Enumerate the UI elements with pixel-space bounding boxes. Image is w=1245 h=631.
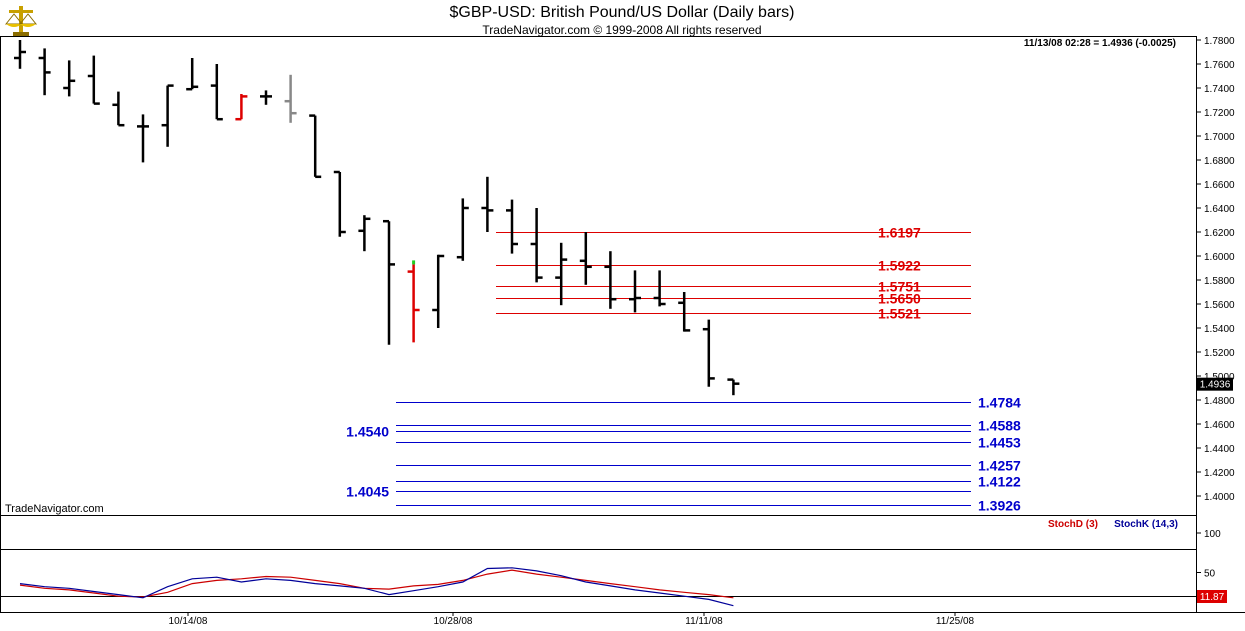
last-quote-info: 11/13/08 02:28 = 1.4936 (-0.0025) (1024, 38, 1176, 49)
ohlc-bar (579, 232, 592, 285)
level-label-1.5922: 1.5922 (878, 258, 921, 274)
chart-subtitle: TradeNavigator.com © 1999-2008 All right… (482, 23, 761, 37)
ohlc-bar (678, 292, 691, 332)
price-tick-label: 1.4600 (1204, 420, 1235, 431)
level-label-1.4784: 1.4784 (978, 395, 1021, 411)
price-tick-label: 1.6800 (1204, 156, 1235, 167)
level-label-1.6197: 1.6197 (878, 225, 921, 241)
ohlc-bar (112, 91, 125, 127)
level-label-1.4122: 1.4122 (978, 474, 1021, 490)
price-tick-label: 1.4200 (1204, 468, 1235, 479)
ohlc-bar (604, 251, 617, 309)
level-label-1.4540: 1.4540 (346, 424, 389, 440)
price-tick-label: 1.6400 (1204, 204, 1235, 215)
price-tick-label: 1.4400 (1204, 444, 1235, 455)
legend-stochk: StochK (14,3) (1114, 519, 1178, 530)
level-label-1.4453: 1.4453 (978, 435, 1021, 451)
stochastic-panel: 100 50 (0, 529, 1221, 607)
last-price-tag: 1.4936 (1197, 377, 1233, 391)
stoch-tick-label: 50 (1204, 569, 1216, 580)
level-label-1.4257: 1.4257 (978, 458, 1021, 474)
price-tick-label: 1.6000 (1204, 252, 1235, 263)
ohlc-bar (161, 84, 174, 147)
level-label-1.5751: 1.5751 (878, 279, 921, 295)
price-tick-label: 1.4000 (1204, 492, 1235, 503)
price-tick-label: 1.6600 (1204, 180, 1235, 191)
ohlc-bar (260, 90, 272, 105)
date-tick-label: 10/14/08 (169, 616, 208, 627)
date-tick-label: 10/28/08 (434, 616, 473, 627)
level-label-1.5521: 1.5521 (878, 306, 921, 322)
ohlc-bar (653, 270, 666, 307)
price-tick-label: 1.7800 (1204, 36, 1235, 47)
price-tick-label: 1.5000 (1204, 372, 1235, 383)
price-tick-label: 1.7000 (1204, 132, 1235, 143)
price-tick-label: 1.5200 (1204, 348, 1235, 359)
ohlc-bar (383, 219, 395, 345)
ohlc-bar (137, 114, 149, 163)
ohlc-bar (38, 48, 51, 96)
ohlc-bar (555, 242, 568, 306)
ohlc-bar (87, 55, 100, 105)
price-tick-label: 1.5800 (1204, 276, 1235, 287)
price-tick-label: 1.5600 (1204, 300, 1235, 311)
date-tick-label: 11/11/08 (685, 616, 723, 627)
watermark: TradeNavigator.com (5, 503, 104, 515)
bars-layer (14, 40, 740, 396)
ohlc-bar (235, 94, 248, 121)
price-tick-label: 1.5400 (1204, 324, 1235, 335)
scales-icon (4, 6, 38, 36)
level-label-1.4045: 1.4045 (346, 484, 389, 500)
ohlc-bar (14, 40, 26, 69)
ohlc-bar (481, 176, 494, 232)
ohlc-bar (284, 74, 297, 123)
ohlc-bar (358, 215, 371, 252)
ohlc-bar (186, 58, 199, 91)
ohlc-bar (506, 199, 518, 254)
svg-text:11.87: 11.87 (1200, 592, 1225, 603)
ohlc-bar (702, 319, 715, 387)
stoch-tick-label: 100 (1204, 529, 1221, 540)
ohlc-bar (63, 60, 76, 97)
ohlc-bar (629, 270, 641, 313)
level-label-1.5650: 1.5650 (878, 291, 921, 307)
level-label-1.3926: 1.3926 (978, 498, 1021, 514)
ohlc-bar (432, 254, 445, 328)
legend-stochd: StochD (3) (1048, 519, 1098, 530)
price-axis: 1.7800 1.7600 1.7400 1.7200 1.7000 1.6800 1.66… (1196, 36, 1235, 503)
stochk-series (19, 567, 734, 607)
ohlc-bar (530, 208, 543, 283)
price-tick-label: 1.7600 (1204, 60, 1235, 71)
date-axis: 10/14/08 10/28/08 11/11/08 11/25/08 (169, 612, 975, 627)
ohlc-bar (727, 378, 740, 396)
ohlc-bar (309, 114, 322, 179)
price-tick-label: 1.6200 (1204, 228, 1235, 239)
price-tick-label: 1.7400 (1204, 84, 1235, 95)
ohlc-bar (333, 170, 346, 237)
level-label-1.4588: 1.4588 (978, 418, 1021, 434)
stoch-value-badge: 11.87 (1197, 590, 1227, 603)
price-tick-label: 1.7200 (1204, 108, 1235, 119)
ohlc-bar (210, 64, 223, 121)
chart-title: $GBP-USD: British Pound/US Dollar (Daily… (450, 4, 795, 21)
price-tick-label: 1.4800 (1204, 396, 1235, 407)
svg-text:1.4936: 1.4936 (1200, 380, 1231, 391)
date-tick-label: 11/25/08 (936, 616, 975, 627)
ohlc-bar (407, 260, 420, 343)
ohlc-bar (456, 198, 469, 261)
